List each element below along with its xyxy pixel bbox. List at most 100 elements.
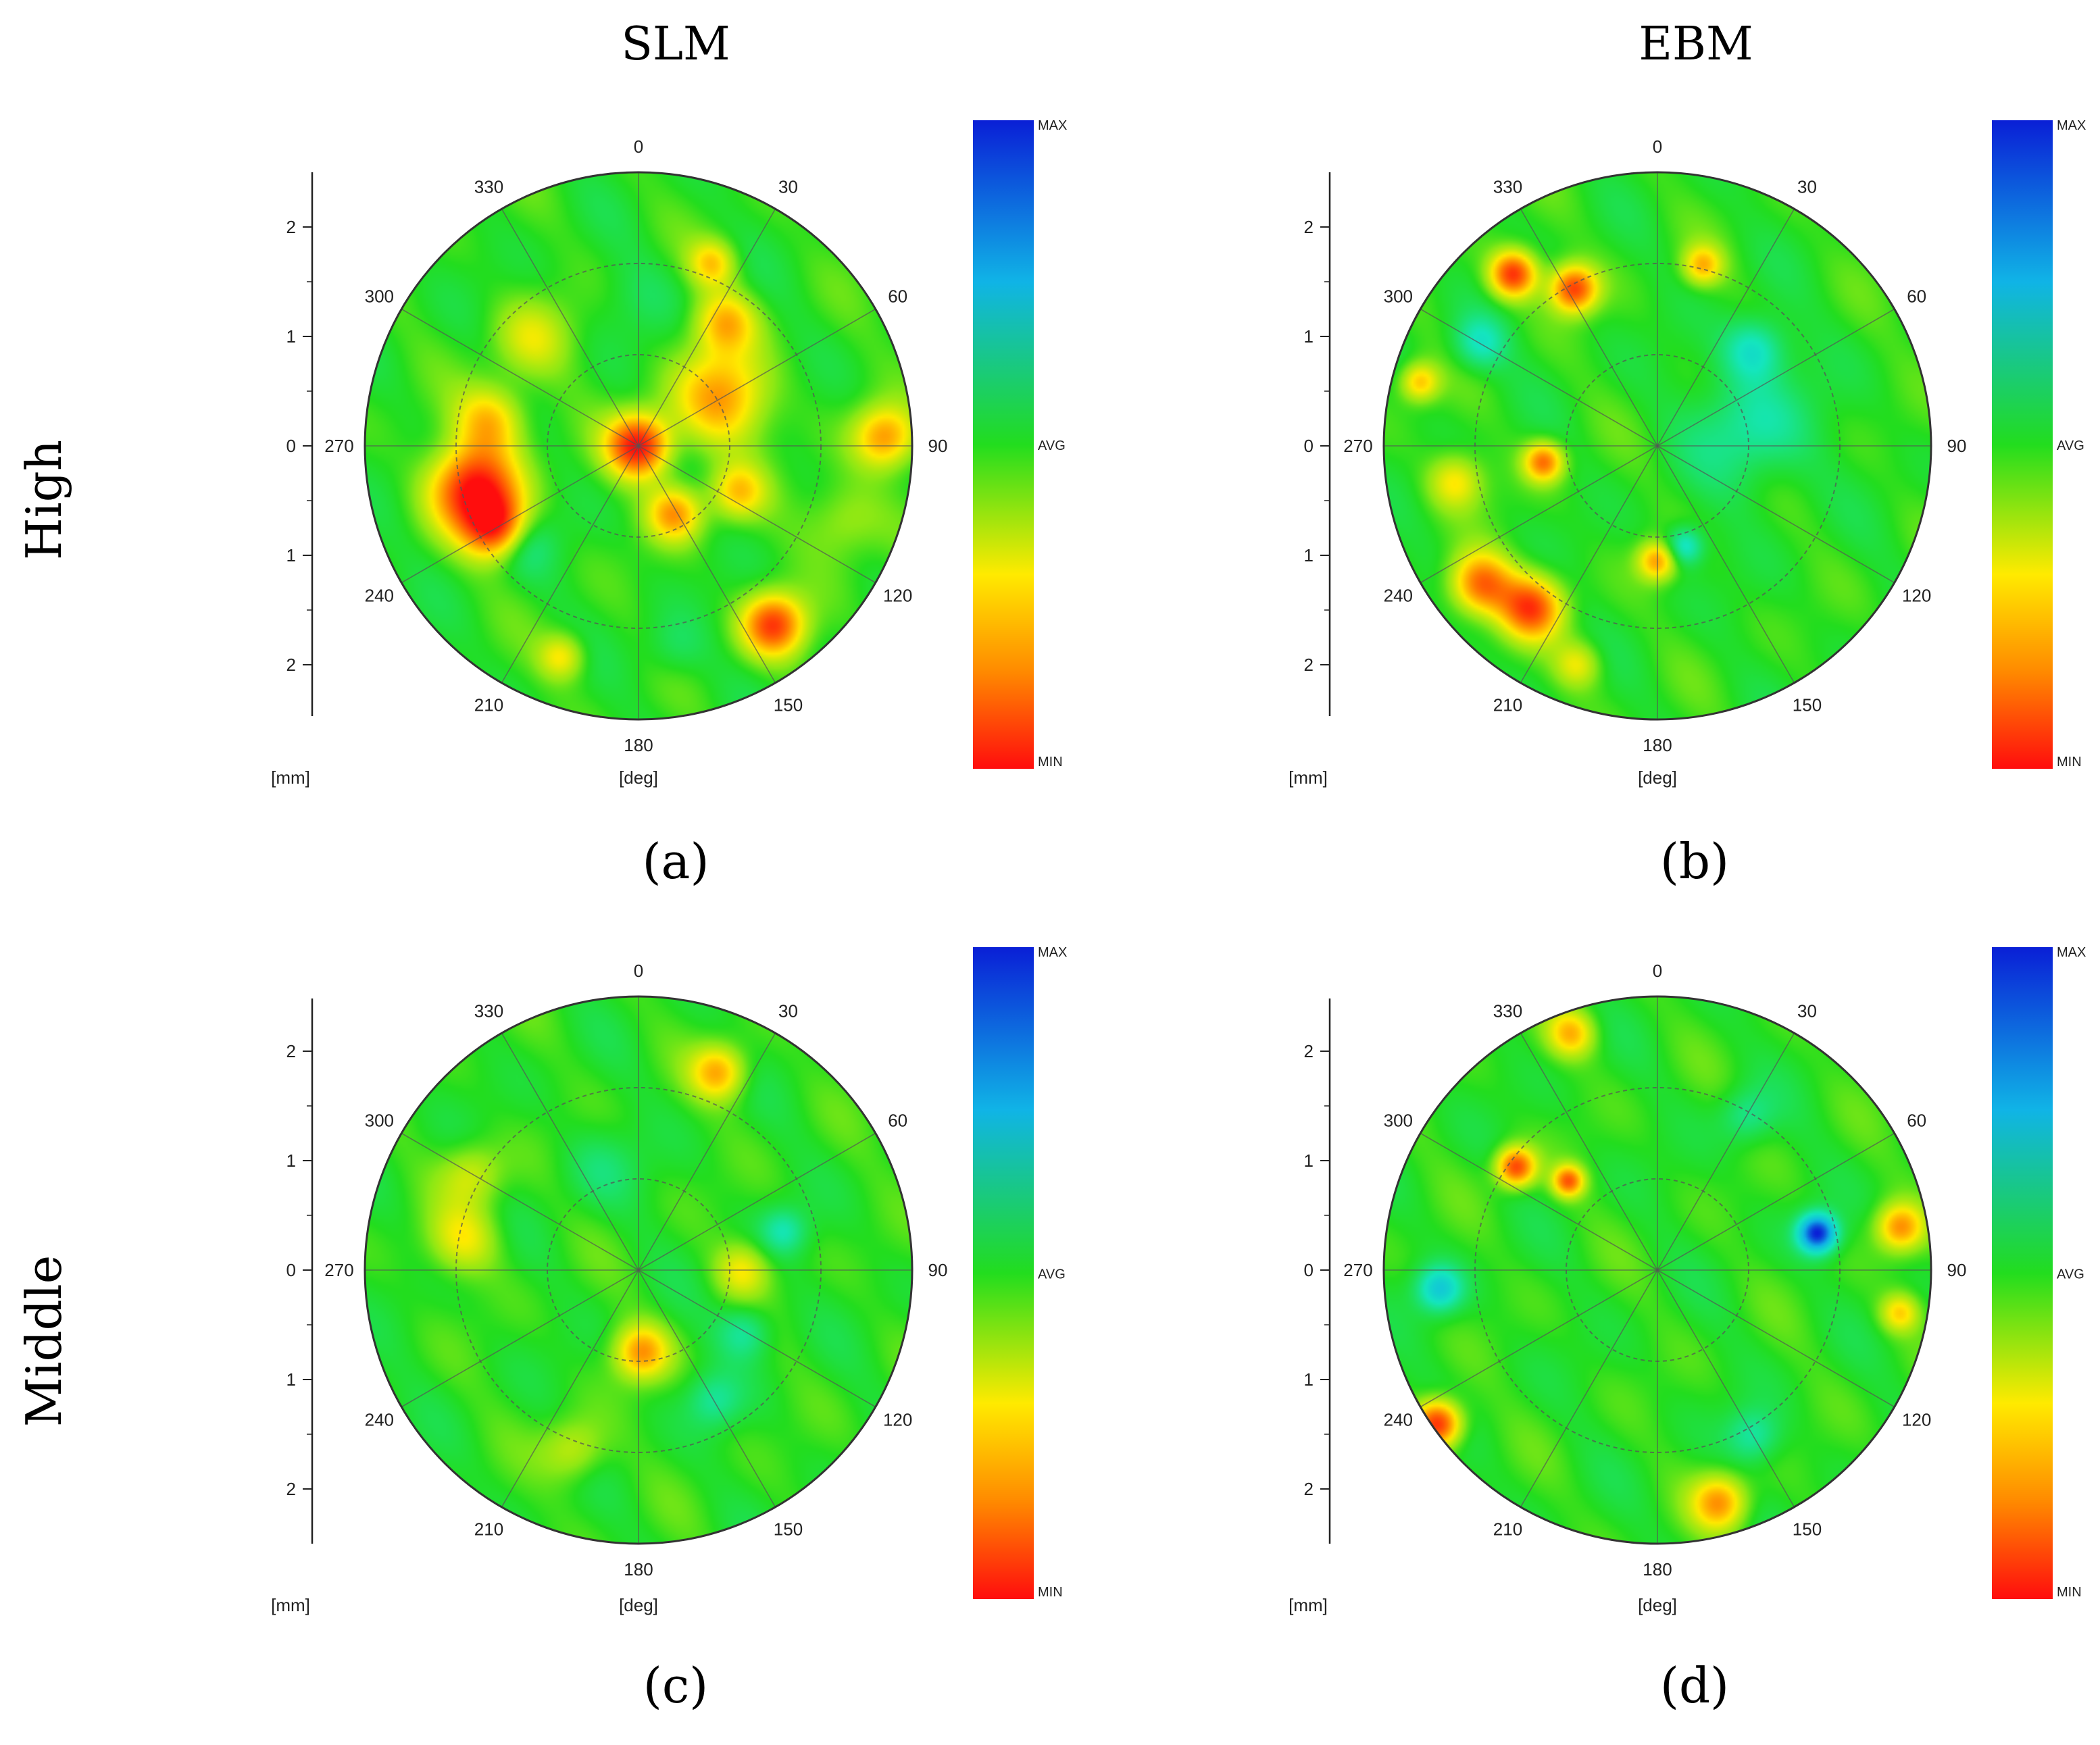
angular-grid-line — [501, 208, 639, 447]
angle-tick-label: 240 — [1384, 586, 1413, 606]
colorbar-max-label: MAX — [2057, 118, 2086, 133]
angle-tick-label: 300 — [1384, 1111, 1413, 1131]
colorbar-min-label: MIN — [2057, 755, 2082, 769]
angular-grid-line — [1657, 1269, 1895, 1408]
angular-grid-line — [1657, 1032, 1795, 1271]
angular-grid-line — [1657, 308, 1895, 447]
colorbar-max-label: MAX — [1038, 945, 1067, 960]
colorbar — [973, 947, 1034, 1599]
radial-tick-label: 2 — [286, 1041, 296, 1061]
angle-tick-label: 270 — [1343, 436, 1372, 456]
angle-tick-label: 150 — [774, 1519, 803, 1540]
angle-unit-label: [deg] — [1638, 1595, 1677, 1615]
radial-tick-label: 2 — [1304, 1479, 1314, 1499]
angle-tick-label: 60 — [888, 1111, 907, 1131]
angle-tick-label: 0 — [1653, 136, 1662, 157]
angular-grid-line — [1520, 1032, 1658, 1271]
angle-tick-label: 210 — [474, 695, 503, 715]
angular-grid-line — [638, 308, 876, 447]
polar-outline — [1382, 995, 1932, 1545]
angle-tick-label: 330 — [474, 176, 503, 197]
angle-tick-label: 150 — [1793, 1519, 1822, 1540]
radial-tick-label: 2 — [286, 1479, 296, 1499]
radial-tick-label: 1 — [1304, 1150, 1314, 1171]
polar-panel: 030609012015018021024027030033021012[mm]… — [1289, 118, 2086, 890]
polar-outline — [1382, 171, 1932, 721]
colorbar-min-label: MIN — [1038, 755, 1063, 769]
angle-tick-label: 180 — [624, 735, 653, 755]
angle-tick-label: 270 — [324, 1260, 353, 1280]
colorbar-max-label: MAX — [2057, 945, 2086, 960]
angle-tick-label: 90 — [928, 1260, 948, 1280]
panel-label: (b) — [1660, 833, 1729, 890]
angle-tick-label: 300 — [365, 1111, 394, 1131]
angular-grid-line — [501, 445, 639, 684]
radial-tick-label: 2 — [1304, 655, 1314, 675]
angle-tick-label: 240 — [365, 1410, 394, 1430]
angle-tick-label: 120 — [1902, 1410, 1931, 1430]
colorbar — [1992, 120, 2053, 769]
radial-tick-label: 2 — [286, 217, 296, 237]
colorbar-max-label: MAX — [1038, 118, 1067, 133]
colorbar-avg-label: AVG — [1038, 1267, 1066, 1282]
angle-tick-label: 30 — [1797, 176, 1817, 197]
radial-tick-label: 2 — [286, 655, 296, 675]
angle-tick-label: 150 — [774, 695, 803, 715]
angular-grid-line — [1520, 208, 1658, 447]
angle-tick-label: 210 — [474, 1519, 503, 1540]
panels: 030609012015018021024027030033021012[mm]… — [271, 118, 2086, 1714]
colorbar — [973, 120, 1034, 769]
angular-grid-line — [1657, 445, 1895, 584]
angle-tick-label: 240 — [365, 586, 394, 606]
angle-tick-label: 120 — [883, 1410, 912, 1430]
row-title-high: High — [16, 440, 72, 560]
angle-tick-label: 0 — [634, 136, 643, 157]
radial-tick-label: 1 — [286, 1150, 296, 1171]
angular-grid-line — [638, 1032, 776, 1271]
colorbar-avg-label: AVG — [2057, 1267, 2084, 1282]
radial-tick-label: 1 — [1304, 326, 1314, 347]
angle-tick-label: 30 — [1797, 1001, 1817, 1021]
angle-tick-label: 330 — [1493, 1001, 1522, 1021]
radial-unit-label: [mm] — [1289, 767, 1328, 788]
angular-grid-line — [401, 308, 639, 447]
polar-outline — [364, 171, 914, 721]
angle-tick-label: 120 — [883, 586, 912, 606]
radial-tick-label: 1 — [286, 1369, 296, 1390]
angle-tick-label: 270 — [324, 436, 353, 456]
angular-grid-line — [1657, 445, 1795, 684]
radial-tick-label: 1 — [286, 545, 296, 565]
column-title-slm: SLM — [621, 18, 730, 71]
radial-tick-label: 0 — [286, 436, 296, 456]
angle-tick-label: 60 — [1907, 1111, 1926, 1131]
angle-unit-label: [deg] — [619, 767, 658, 788]
polar-panel: 030609012015018021024027030033021012[mm]… — [1289, 945, 2086, 1714]
angle-tick-label: 180 — [1643, 735, 1672, 755]
angular-grid-line — [1420, 1132, 1658, 1271]
angular-grid-line — [1420, 445, 1658, 584]
angle-tick-label: 210 — [1493, 695, 1522, 715]
angle-tick-label: 30 — [778, 176, 798, 197]
radial-unit-label: [mm] — [271, 767, 310, 788]
angle-tick-label: 90 — [1947, 1260, 1967, 1280]
radial-unit-label: [mm] — [271, 1595, 310, 1615]
angular-grid-line — [1420, 308, 1658, 447]
angular-grid-line — [638, 208, 776, 447]
angle-tick-label: 240 — [1384, 1410, 1413, 1430]
radial-tick-label: 1 — [1304, 545, 1314, 565]
angle-tick-label: 60 — [888, 286, 907, 307]
angular-grid-line — [501, 1269, 639, 1508]
angle-tick-label: 300 — [365, 286, 394, 307]
angular-grid-line — [638, 1132, 876, 1271]
angle-tick-label: 330 — [474, 1001, 503, 1021]
radial-tick-label: 2 — [1304, 1041, 1314, 1061]
angle-tick-label: 180 — [624, 1559, 653, 1579]
angular-grid-line — [1657, 208, 1795, 447]
angular-grid-line — [401, 1269, 639, 1408]
angular-grid-line — [638, 1269, 776, 1508]
angle-tick-label: 150 — [1793, 695, 1822, 715]
radial-tick-label: 1 — [286, 326, 296, 347]
radial-tick-label: 1 — [1304, 1369, 1314, 1390]
row-title-middle: Middle — [16, 1255, 72, 1427]
